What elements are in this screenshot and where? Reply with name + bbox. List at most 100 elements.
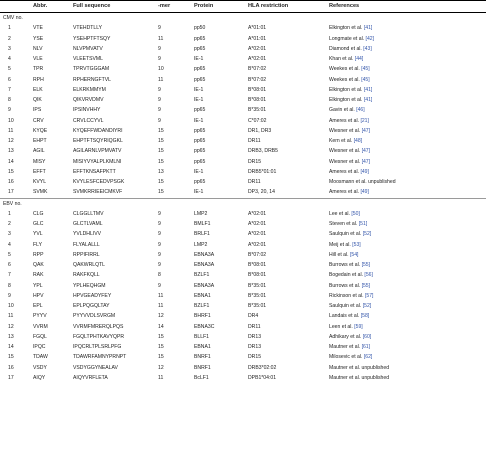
reference-text: Landais et al. <box>329 313 361 320</box>
cell-hla-restriction: DR13 <box>248 333 262 340</box>
cell-mer: 9 <box>158 117 161 124</box>
reference-citation-link[interactable]: [44] <box>354 56 364 63</box>
reference-text: Rickinson et al. <box>329 292 365 299</box>
reference-citation-link[interactable]: [47] <box>361 148 371 155</box>
reference-citation-link[interactable]: [50] <box>351 210 360 217</box>
cell-full-sequence: VLEETSVML <box>73 56 104 63</box>
cell-references: Khan et al. [44] <box>329 54 486 64</box>
table-row: 1 VTE VTEHDTLLY 9 pp50 A*01:01 Elkington et al… <box>0 23 486 33</box>
reference-citation-link[interactable]: [57] <box>364 292 374 299</box>
reference-text: Saulquin et al. <box>329 303 363 310</box>
reference-citation-link[interactable]: [60] <box>362 333 372 340</box>
cell-abbr: QAK <box>33 262 44 269</box>
cell-mer: 10 <box>158 66 164 73</box>
cell-abbr: FLY <box>33 241 42 248</box>
cell-hla-restriction: A*02:01 <box>248 221 267 228</box>
cell-full-sequence: IPSINVHHY <box>73 107 101 114</box>
reference-citation-link[interactable]: [47] <box>361 158 371 165</box>
cell-protein: BZLF1 <box>194 272 210 279</box>
cell-abbr: EFFT <box>33 168 46 175</box>
reference-citation-link[interactable]: [54] <box>349 251 359 258</box>
reference-citation-link[interactable]: [42] <box>365 35 375 42</box>
reference-text: Hill et al. <box>329 251 350 258</box>
reference-citation-link[interactable]: [61] <box>361 344 371 351</box>
cell-mer: 12 <box>158 313 164 320</box>
reference-citation-link[interactable]: [46] <box>356 107 365 114</box>
reference-citation-link[interactable]: [43] <box>363 45 372 52</box>
reference-citation-link[interactable]: [45] <box>361 76 370 83</box>
cell-no: 9 <box>8 292 11 299</box>
table-row: 7 ELK ELKRKMMYM 9 IE-1 B*08:01 Elkington et al… <box>0 85 486 95</box>
reference-citation-link[interactable]: [21] <box>360 117 369 124</box>
cell-full-sequence: TDAWRFAMNYPRNPT <box>73 354 127 361</box>
cell-protein: pp65 <box>194 179 206 186</box>
reference-citation-link[interactable]: [49] <box>360 189 369 196</box>
reference-text: Ameres et al. <box>329 117 361 124</box>
reference-citation-link[interactable]: [56] <box>364 272 373 279</box>
cell-references: Bogedain et al. [56] <box>329 270 486 280</box>
reference-citation-link[interactable]: [52] <box>362 231 372 238</box>
cell-no: 4 <box>8 241 11 248</box>
cell-protein: pp65 <box>194 148 206 155</box>
cell-references: Ameres et al. [49] <box>329 187 486 198</box>
cell-full-sequence: PYYVVDLSVRGM <box>73 313 116 320</box>
cell-mer: 15 <box>158 189 164 196</box>
cell-references: Mautner et al. [61] <box>329 342 486 352</box>
reference-citation-link[interactable]: [48] <box>353 138 363 145</box>
cell-protein: IE-1 <box>194 189 204 196</box>
reference-citation-link[interactable]: [51] <box>358 221 368 228</box>
cell-references: Diamond et al. [43] <box>329 44 486 54</box>
cell-references: Elkington et al. [41] <box>329 23 486 33</box>
reference-citation-link[interactable]: [58] <box>360 313 370 320</box>
reference-citation-link[interactable]: [41] <box>363 86 373 93</box>
cell-hla-restriction: B*08:01 <box>248 272 267 279</box>
cell-mer: 15 <box>158 127 164 134</box>
cell-abbr: ELK <box>33 86 43 93</box>
section-label: CMV no. <box>3 15 23 22</box>
reference-text: Burrows et al. <box>329 262 362 269</box>
cell-protein: BRLF1 <box>194 231 210 238</box>
cell-abbr: QIK <box>33 97 42 104</box>
cell-mer: 9 <box>158 86 161 93</box>
reference-citation-link[interactable]: [45] <box>361 66 370 73</box>
reference-text: Bogedain et al. <box>329 272 365 279</box>
header-protein: Protein <box>194 0 248 13</box>
cell-full-sequence: VSDYGGYNEALAV <box>73 364 118 371</box>
cell-full-sequence: TPRVTGGGAM <box>73 66 110 73</box>
reference-citation-link[interactable]: [41] <box>363 97 373 104</box>
cell-no: 3 <box>8 231 11 238</box>
reference-citation-link[interactable]: [59] <box>354 323 363 330</box>
cell-references: Landais et al. [58] <box>329 311 486 321</box>
cell-protein: IE-1 <box>194 86 204 93</box>
cell-protein: IE-1 <box>194 56 204 63</box>
reference-text: Wiesner et al. <box>329 148 362 155</box>
reference-citation-link[interactable]: [55] <box>361 262 371 269</box>
reference-citation-link[interactable]: [55] <box>361 282 371 289</box>
cell-hla-restriction: B*08:01 <box>248 97 267 104</box>
cell-full-sequence: CRVLCCYVL <box>73 117 104 124</box>
cell-hla-restriction: B*08:01 <box>248 262 267 269</box>
reference-citation-link[interactable]: [49] <box>360 168 369 175</box>
cell-protein: pp65 <box>194 138 206 145</box>
reference-citation-link[interactable]: [52] <box>362 303 372 310</box>
reference-citation-link[interactable]: [53] <box>352 241 361 248</box>
table-row: 5 TPR TPRVTGGGAM 10 pp65 B*07:02 Weekes et al.… <box>0 64 486 74</box>
reference-citation-link[interactable]: [41] <box>363 25 373 32</box>
reference-citation-link[interactable]: [62] <box>363 354 373 361</box>
header-mer: -mer <box>158 0 194 13</box>
cell-references: Ameres et al. [21] <box>329 116 486 126</box>
cell-references: Milosevic et al. [62] <box>329 352 486 362</box>
cell-protein: pp65 <box>194 35 206 42</box>
reference-text: Weekes et al. <box>329 66 362 73</box>
cell-hla-restriction: A*02:01 <box>248 231 267 238</box>
cell-protein: EBNA3A <box>194 251 215 258</box>
cell-protein: EBNA3A <box>194 262 215 269</box>
cell-mer: 15 <box>158 148 164 155</box>
cell-hla-restriction: DR11 <box>248 138 261 145</box>
reference-text: Khan et al. <box>329 56 355 63</box>
cell-full-sequence: RPHERNGFTVL <box>73 76 111 83</box>
section-row: EBV no. <box>0 197 486 209</box>
table-row: 2 GLC GLCTLVAML 9 BMLF1 A*02:01 Steven et al. … <box>0 219 486 229</box>
table-row: 6 QAK QAKWRLQTL 9 EBNA3A B*08:01 Burrows et al… <box>0 260 486 270</box>
reference-citation-link[interactable]: [47] <box>361 127 371 134</box>
